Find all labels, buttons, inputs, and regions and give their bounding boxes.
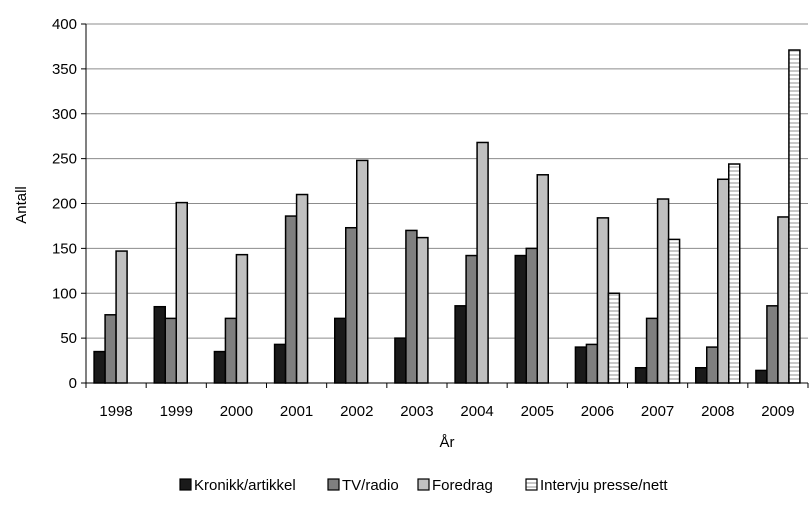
bar: [525, 247, 538, 384]
x-tick-label: 2007: [641, 403, 674, 420]
bar: [284, 215, 298, 384]
bar: [153, 305, 166, 384]
bar: [514, 254, 527, 384]
bar: [695, 366, 708, 384]
x-tick-label: 2006: [581, 403, 614, 420]
x-tick-label: 1998: [99, 403, 132, 420]
tick-labels: 0 50 100 150 200 250 300 350 400 1998 1999 2000 2001…: [52, 16, 809, 420]
x-tick-label: 2008: [701, 403, 734, 420]
bar: [224, 317, 238, 384]
bar: [416, 236, 429, 384]
y-tick-label: 250: [52, 151, 77, 168]
bar: [706, 346, 719, 384]
y-tick-label: 400: [52, 16, 77, 33]
bar: [634, 366, 648, 384]
bar: [235, 253, 249, 384]
bar: [656, 198, 670, 384]
bar: [536, 174, 549, 384]
y-tick-label: 200: [52, 196, 77, 213]
bar: [476, 141, 489, 384]
bar: [175, 201, 188, 384]
bar: [607, 292, 621, 384]
x-tick-label: 2004: [460, 403, 493, 420]
legend-swatch: [417, 478, 430, 491]
y-tick-label: 0: [69, 375, 77, 392]
bar: [93, 350, 106, 384]
bar: [766, 305, 779, 384]
gridlines: [86, 23, 808, 339]
bar: [356, 159, 369, 384]
legend-swatch: [327, 478, 340, 491]
x-tick-label: 2003: [400, 403, 433, 420]
legend-label: Kronikk/artikkel: [194, 477, 296, 494]
bar: [394, 337, 407, 384]
bar: [104, 314, 117, 384]
bar: [667, 238, 681, 384]
x-tick-label: 2005: [521, 403, 554, 420]
x-axis-title: År: [440, 434, 455, 451]
bar: [574, 346, 588, 384]
bars: [93, 49, 801, 384]
bar: [164, 317, 177, 384]
y-tick-label: 100: [52, 285, 77, 302]
legend-label: Intervju presse/nett: [540, 477, 668, 494]
y-axis-title: Antall: [13, 186, 30, 224]
bar: [454, 305, 467, 384]
bar: [717, 178, 730, 384]
legend: Kronikk/artikkel TV/radio Foredrag Intervju…: [179, 477, 668, 494]
bar: [295, 193, 309, 384]
bar: [585, 343, 599, 384]
bar: [596, 217, 610, 384]
legend-label: Foredrag: [432, 477, 493, 494]
bar: [405, 229, 418, 384]
bar: [755, 369, 768, 384]
bar: [213, 350, 227, 384]
bar: [788, 49, 801, 384]
y-tick-label: 50: [60, 330, 77, 347]
x-tick-label: 1999: [160, 403, 193, 420]
bar: [728, 163, 741, 384]
bar: [645, 317, 659, 384]
y-tick-label: 350: [52, 61, 77, 78]
bar: [115, 250, 128, 384]
x-tick-label: 2000: [220, 403, 253, 420]
legend-swatch: [179, 478, 192, 491]
bar: [465, 254, 478, 384]
y-tick-label: 300: [52, 106, 77, 123]
bar: [777, 216, 790, 384]
legend-swatch: [525, 478, 538, 491]
x-tick-label: 2001: [280, 403, 313, 420]
bar: [273, 343, 287, 384]
x-tick-label: 2009: [761, 403, 794, 420]
x-tick-label: 2002: [340, 403, 373, 420]
y-tick-label: 150: [52, 240, 77, 257]
legend-label: TV/radio: [342, 477, 399, 494]
bar: [345, 226, 358, 384]
bar: [334, 317, 347, 384]
